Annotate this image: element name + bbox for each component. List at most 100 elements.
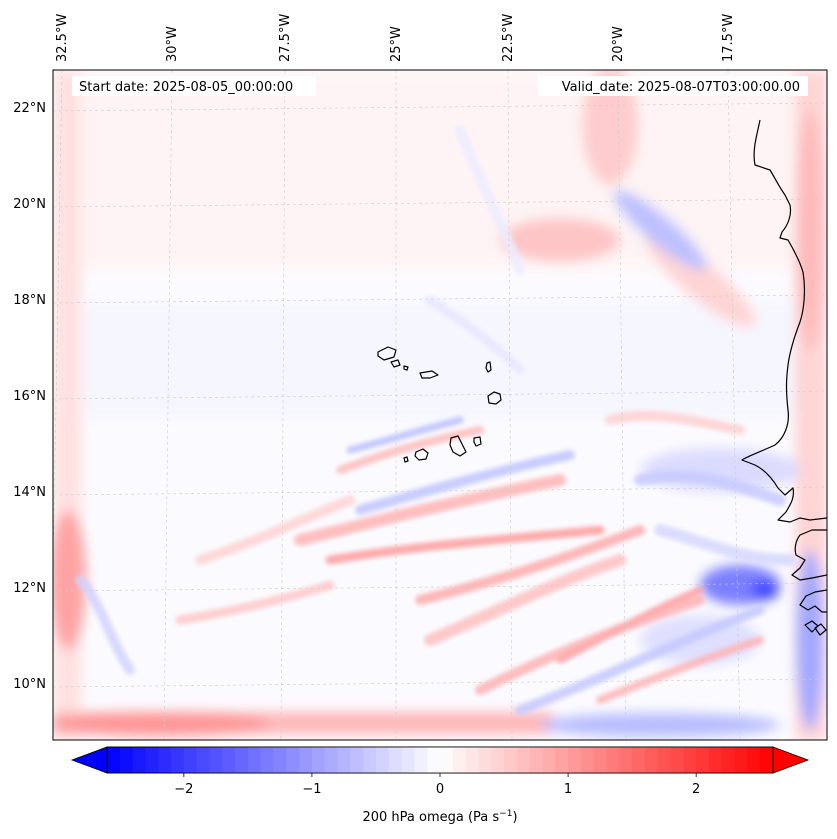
colorbar-band (196, 747, 210, 773)
colorbar-band (568, 747, 582, 773)
colorbar-band (286, 747, 300, 773)
maio-island (473, 436, 482, 447)
colorbar-band (183, 747, 198, 773)
colorbar-band (504, 747, 518, 773)
colorbar-label: 200 hPa omega (Pa s−1) (362, 809, 517, 825)
colorbar-band (721, 747, 735, 773)
colorbar-tick-label: 1 (564, 782, 572, 797)
start-date-label: Start date: 2025-08-05_00:00:00 (79, 80, 293, 95)
gridlines (53, 70, 827, 740)
colorbar-band (747, 747, 761, 773)
colorbar-band (619, 747, 633, 773)
lon-tick-label: 27.5°W (278, 14, 293, 62)
colorbar-band (478, 747, 492, 773)
fogo-island (414, 448, 429, 461)
colorbar-ticks: −2 −1 0 1 2 (174, 773, 700, 797)
colorbar-band (388, 747, 402, 773)
map-frame (52, 69, 828, 741)
colorbar-band (299, 747, 313, 773)
lon-tick-label: 20°W (611, 26, 626, 62)
bijagos-islands (804, 620, 827, 636)
valid-date-box (538, 76, 808, 96)
colorbar-band (529, 747, 543, 773)
lat-tick-label: 22°N (13, 101, 46, 116)
colorbar-band (632, 747, 646, 773)
colorbar-band (516, 747, 531, 773)
sao-nicolau-island (419, 370, 439, 379)
colorbar-band (696, 747, 710, 773)
boa-vista-island (487, 391, 502, 405)
colorbar-band (119, 747, 134, 773)
brava-island (403, 456, 409, 463)
coastlines (377, 119, 827, 636)
colorbar-band (465, 747, 479, 773)
colorbar-band (580, 747, 595, 773)
colorbar-band (657, 747, 671, 773)
africa-coastline (741, 119, 827, 613)
lat-tick-label: 14°N (13, 485, 46, 500)
colorbar-band (247, 747, 262, 773)
lon-tick-label: 30°W (165, 26, 180, 62)
colorbar-extend-left (70, 746, 108, 774)
colorbar-band (273, 747, 287, 773)
colorbar-band (337, 747, 351, 773)
colorbar-band (235, 747, 249, 773)
lon-tick-label: 32.5°W (55, 14, 70, 62)
colorbar-band (350, 747, 364, 773)
colorbar-band (158, 747, 172, 773)
colorbar-tick-label: −2 (174, 782, 193, 797)
colorbar-band (401, 747, 415, 773)
colorbar-band (670, 747, 684, 773)
colorbar-band (375, 747, 390, 773)
gridline-lon (507, 70, 513, 740)
gridline-lon (163, 70, 173, 740)
santo-antao-island (377, 346, 397, 361)
colorbar-bands (106, 746, 774, 774)
colorbar-band (311, 747, 326, 773)
colorbar-extend-right (772, 746, 810, 774)
colorbar-band (606, 747, 620, 773)
lat-tick-label: 18°N (13, 293, 46, 308)
colorbar-band (440, 747, 454, 773)
gridline-lon (727, 70, 741, 740)
colorbar-band (363, 747, 377, 773)
colorbar-band (644, 747, 659, 773)
colorbar-band (107, 747, 121, 773)
colorbar-band (542, 747, 556, 773)
lat-tick-label: 20°N (13, 197, 46, 212)
colorbar-tick-label: −1 (302, 782, 321, 797)
colorbar-band (171, 747, 185, 773)
lat-tick-label: 16°N (13, 389, 46, 404)
colorbar-band (593, 747, 607, 773)
santiago-island (449, 435, 467, 457)
map-panel: Start date: 2025-08-05_00:00:00 Valid_da… (13, 14, 828, 741)
sao-vicente-island (390, 359, 401, 368)
colorbar: −2 −1 0 1 2 200 hPa omega (Pa s−1) (70, 746, 810, 825)
longitude-labels: 32.5°W 30°W 27.5°W 25°W 22.5°W 20°W 17.5°W (55, 14, 736, 62)
colorbar-tick-label: 2 (692, 782, 700, 797)
gridline-lon (280, 70, 286, 740)
lon-tick-label: 17.5°W (721, 14, 736, 62)
colorbar-band (452, 747, 467, 773)
valid-date-label: Valid_date: 2025-08-07T03:00:00.00 (562, 80, 800, 95)
colorbar-band (145, 747, 159, 773)
gridline-lon (617, 70, 627, 740)
colorbar-band (555, 747, 569, 773)
colorbar-tick-label: 0 (436, 782, 444, 797)
colorbar-band (414, 747, 428, 773)
colorbar-band (324, 747, 338, 773)
omega-field (53, 70, 827, 740)
sal-island (485, 361, 492, 373)
start-date-box (72, 76, 316, 96)
colorbar-band (427, 747, 441, 773)
colorbar-band (708, 747, 723, 773)
colorbar-band (734, 747, 748, 773)
lat-tick-label: 10°N (13, 677, 46, 692)
colorbar-band (683, 747, 697, 773)
colorbar-band (260, 747, 274, 773)
lat-tick-label: 12°N (13, 581, 46, 596)
colorbar-band (209, 747, 223, 773)
colorbar-band (760, 747, 774, 773)
santa-luzia-island (403, 365, 409, 371)
